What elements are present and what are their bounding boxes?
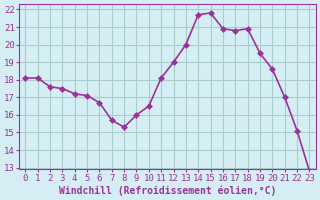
X-axis label: Windchill (Refroidissement éolien,°C): Windchill (Refroidissement éolien,°C)	[59, 185, 276, 196]
